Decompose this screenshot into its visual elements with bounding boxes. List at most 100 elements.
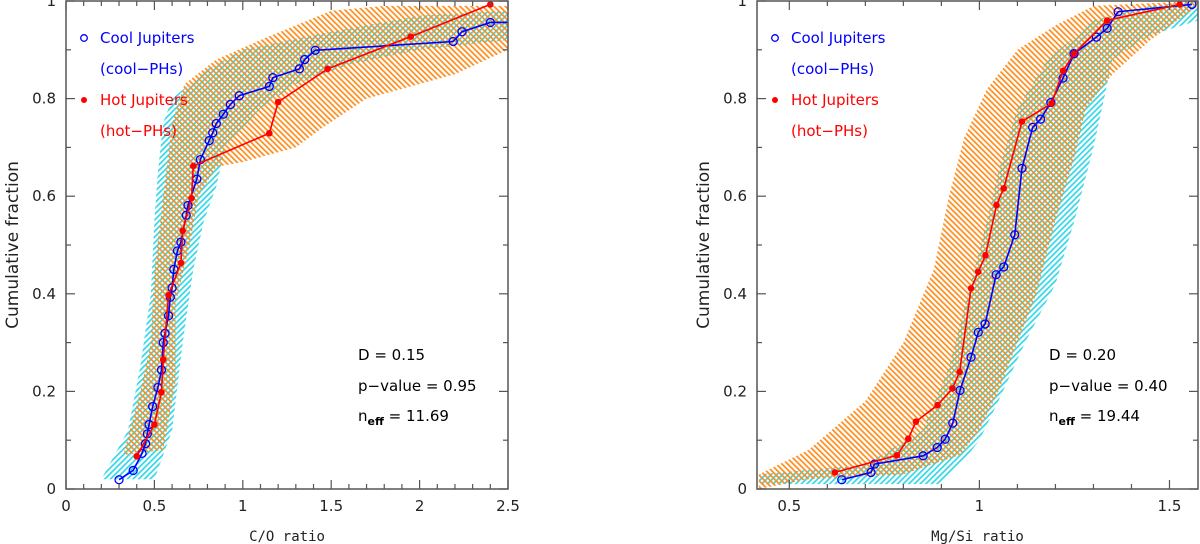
x-tick-label: 0 (61, 497, 71, 515)
cool-jupiters-point (158, 337, 168, 348)
hot-jupiters-point (905, 435, 912, 443)
legend-label: Hot Jupiters (100, 91, 188, 109)
cool-jupiters-point (1069, 49, 1079, 59)
cool-jupiters-point (1010, 230, 1020, 240)
y-tick-label: 0.6 (723, 187, 747, 205)
y-tick-label: 0.8 (723, 90, 747, 108)
plot-area (758, 1, 1198, 489)
hot-jupiters-point (266, 129, 273, 137)
cool-jupiters-point (866, 467, 876, 478)
legend-label: Hot Jupiters (791, 91, 879, 109)
cool-jupiters-point (218, 109, 229, 119)
cool-jupiters-point (457, 27, 467, 37)
hot-jupiters-point (949, 385, 956, 392)
cool-jupiters-point (163, 311, 174, 321)
n-eff: neff = 19.44 (1049, 407, 1140, 428)
hot-jupiters-point (982, 251, 989, 259)
x-tick-label: 0.5 (777, 497, 801, 515)
cool-jupiters-point (225, 99, 236, 110)
y-axis-title: Cumulative fraction (3, 161, 23, 329)
x-tick-label: 1 (975, 497, 985, 515)
y-tick-label: 0.4 (723, 285, 747, 303)
y-tick-label: 0.2 (723, 382, 747, 400)
legend-open-circle-icon (771, 34, 779, 42)
hot-jupiters-point (1018, 118, 1026, 125)
y-tick-label: 0.6 (32, 187, 56, 205)
cool-jupiters-point (918, 451, 928, 461)
cool-jupiters-point (448, 36, 458, 47)
cool-jupiters-point (948, 418, 958, 428)
ks-statistic-d: D = 0.20 (1049, 346, 1116, 364)
cool-jupiters-point (1058, 73, 1068, 83)
y-tick-label: 0.4 (32, 285, 56, 303)
cool-jupiters-point (1017, 163, 1027, 174)
hot-jupiters-point (934, 401, 941, 409)
cool-jupiters-point (268, 72, 278, 83)
hot-jupiters-point (893, 452, 901, 459)
hot-jupiters-point (407, 33, 415, 40)
cool-jupiters-point (1113, 7, 1123, 17)
cyan-confidence-band (758, 1, 1198, 485)
p-value: p−value = 0.40 (1049, 377, 1168, 395)
cool-jupiters-point (156, 365, 167, 375)
y-tick-label: 1 (46, 0, 56, 10)
x-tick-label: 1.5 (1158, 497, 1182, 515)
legend-sublabel: (cool−PHs) (100, 60, 183, 78)
legend-filled-circle-icon (81, 97, 87, 103)
hot-jupiters-point (967, 285, 975, 292)
cool-jupiters-point (300, 54, 310, 65)
hot-jupiters-point (188, 194, 195, 202)
x-axis-title: Mg/Si ratio (931, 529, 1024, 544)
hot-jupiters-point (912, 418, 920, 425)
cool-jupiters-point (234, 91, 244, 101)
hot-jupiters-point (189, 162, 197, 170)
x-tick-label: 2 (415, 497, 425, 515)
legend-label: Cool Jupiters (100, 29, 195, 47)
hot-jupiters-point (158, 389, 165, 396)
hot-jupiters-point (1103, 17, 1111, 24)
cool-jupiters-point (204, 135, 214, 146)
hot-jupiters-point (177, 259, 185, 267)
legend-sublabel: (cool−PHs) (791, 60, 874, 78)
cool-jupiters-point (837, 475, 847, 485)
hot-jupiters-point (993, 201, 1000, 209)
cool-jupiters-point (1091, 32, 1102, 42)
x-tick-label: 1 (238, 497, 248, 515)
cool-jupiters-point (1035, 114, 1046, 124)
cool-jupiters-point (991, 270, 1001, 280)
n-eff-subscript: eff (368, 415, 384, 428)
legend-sublabel: (hot−PHs) (100, 122, 177, 140)
x-tick-label: 0.5 (142, 497, 166, 515)
cool-jupiters-point (114, 475, 124, 485)
y-tick-label: 0.2 (32, 382, 56, 400)
cool-jupiters-point (176, 237, 186, 247)
n-eff-value: = 19.44 (1075, 407, 1140, 425)
panel-mgsi-ratio: 0.5 1 1.5 0 0.2 0.4 0.6 0.8 1 Mg/Si ratio Cumulati… (694, 0, 1199, 544)
plot-area (101, 1, 508, 485)
cool-jupiters-point (940, 434, 950, 444)
n-eff-value: = 11.69 (384, 407, 449, 425)
n-eff-subscript: eff (1059, 415, 1075, 428)
legend-open-circle-icon (80, 34, 88, 42)
cool-jupiters-point (208, 128, 218, 138)
y-tick-label: 0.8 (32, 90, 56, 108)
cool-jupiters-point (955, 385, 965, 396)
hot-jupiters-point (165, 291, 172, 299)
hot-jupiters-point (151, 421, 158, 428)
y-tick-label: 0 (737, 480, 747, 498)
n-eff-symbol: n (1049, 407, 1059, 425)
cool-jupiters-point (485, 17, 495, 28)
y-tick-label: 0 (46, 480, 56, 498)
hot-jupiters-point (1176, 1, 1184, 8)
cool-jupiters-point (1102, 23, 1112, 33)
cool-jupiters-point (264, 81, 274, 92)
x-axis-title: C/O ratio (249, 529, 325, 544)
legend-label: Cool Jupiters (791, 29, 886, 47)
cool-jupiters-point (999, 262, 1009, 272)
n-eff: neff = 11.69 (358, 407, 449, 428)
hot-jupiters-point (324, 65, 331, 73)
cool-jupiters-point (211, 118, 221, 129)
hot-jupiters-point (274, 98, 282, 106)
y-tick-label: 1 (737, 0, 747, 10)
